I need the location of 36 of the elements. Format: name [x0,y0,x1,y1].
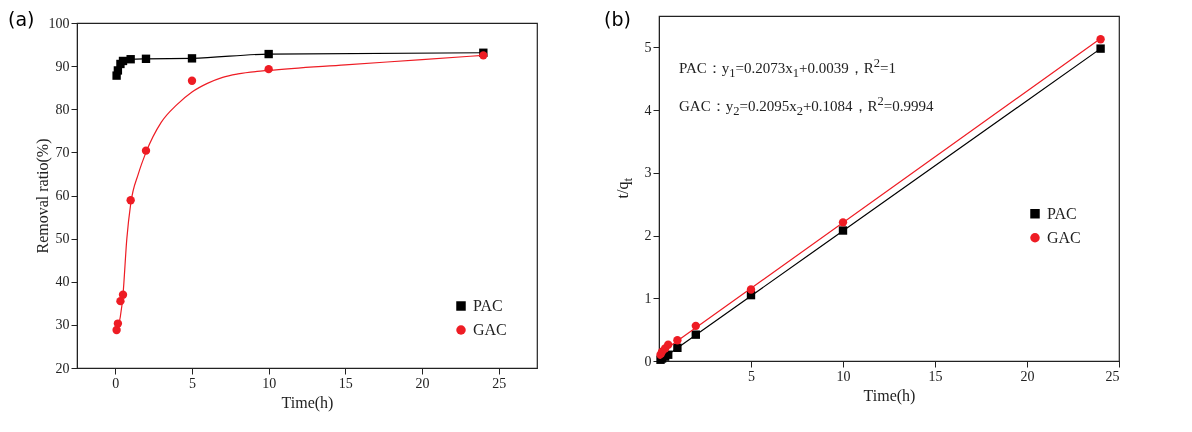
y-tick-label: 70 [55,144,70,160]
annotation: PAC：y$_{1}$=0.2073x$_{1}$+0.0039，R$^{2}$=1 [679,56,896,81]
legend-label: GAC [473,321,507,338]
y-axis-title: Removal ratio(%) [34,137,53,254]
y-tick-label: 0 [644,353,652,369]
x-tick-label: 20 [1020,368,1035,384]
x-tick-label: 10 [262,375,277,391]
x-tick-label: 0 [112,375,120,391]
chart-title: (a) [8,8,35,30]
y-tick-label: 2 [644,228,652,244]
x-tick-label: 5 [189,375,196,391]
y-tick-label: 1 [644,290,652,306]
x-tick-label: 25 [492,375,507,391]
y-tick-label: 5 [644,39,652,55]
x-axis-title: Time(h) [863,386,916,405]
y-tick-label: 60 [55,188,70,203]
x-tick-label: 15 [928,368,943,384]
legend-label: PAC [1047,204,1077,222]
x-tick-label: 10 [836,368,851,384]
y-tick-label: 90 [55,58,70,74]
y-tick-label: 3 [644,165,652,181]
x-tick-label: 25 [1105,368,1120,384]
y-tick-label: 4 [644,102,652,118]
x-tick-label: 5 [748,368,755,384]
y-tick-label: 40 [55,274,70,290]
legend-label: GAC [1047,228,1081,246]
y-tick-label: 80 [55,101,70,117]
y-tick-label: 50 [55,231,70,247]
y-tick-label: 100 [48,15,70,31]
x-tick-label: 20 [415,375,430,391]
x-tick-label: 15 [338,375,353,391]
annotation: GAC：y$_{2}$=0.2095x$_{2}$+0.1084，R$^{2}$=0.9994 [679,94,934,119]
legend-label: PAC [473,297,503,314]
x-axis-title: Time(h) [281,393,334,412]
y-tick-label: 30 [55,317,70,333]
chart-title: (b) [604,8,631,30]
